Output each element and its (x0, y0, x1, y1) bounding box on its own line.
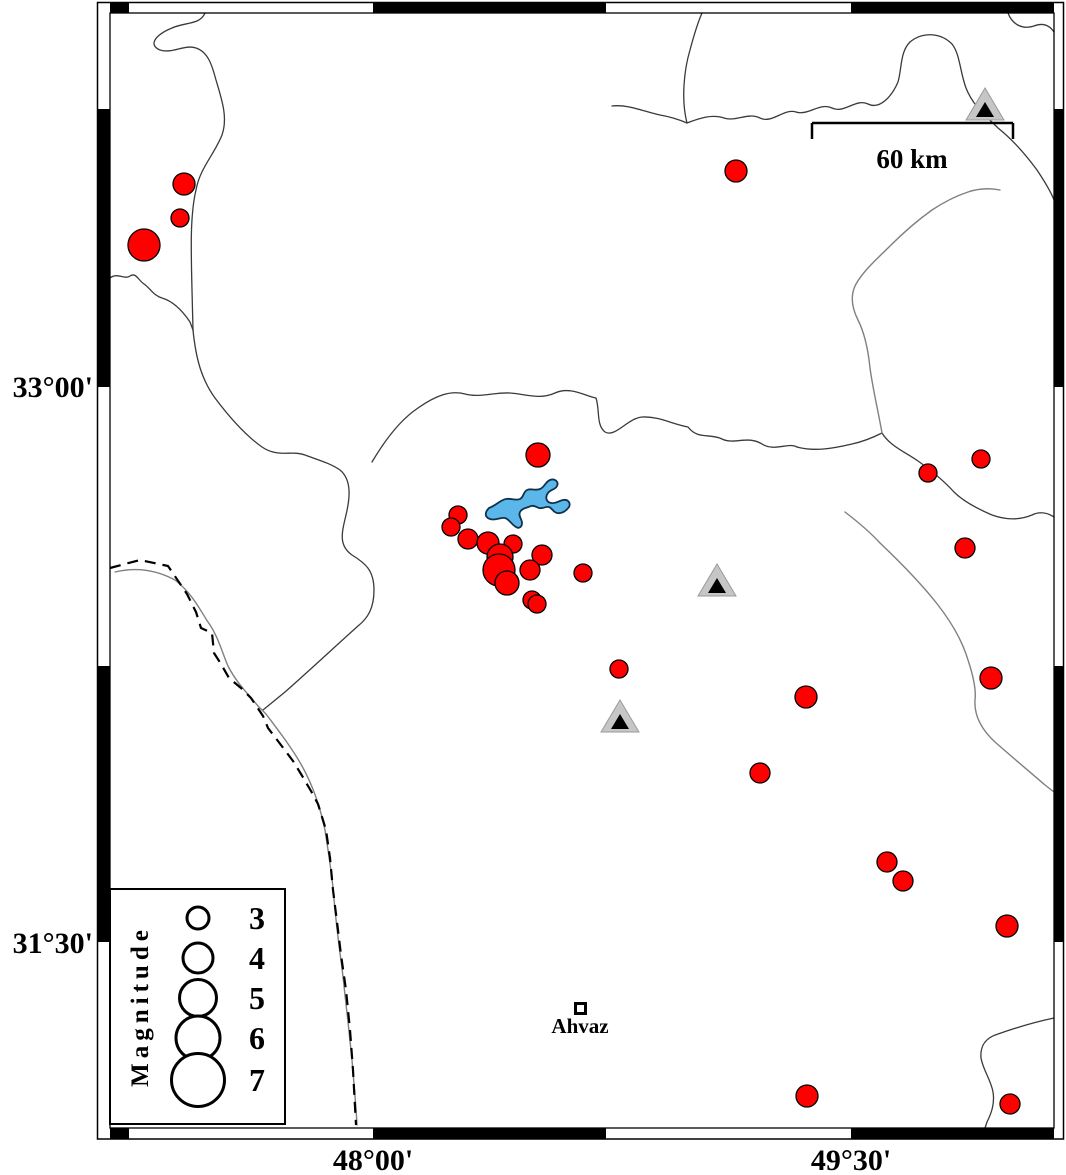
river-line (1007, 12, 1055, 33)
earthquake-marker (609, 659, 629, 679)
river-line (153, 12, 226, 331)
boundary-line (192, 329, 375, 711)
city-label: Ahvaz (551, 1014, 608, 1038)
axis-labels: 33°00' 31°30' 48°00' 49°30' (13, 371, 892, 1175)
border-line (114, 568, 358, 1126)
station-layer (600, 87, 1005, 733)
earthquake-marker (794, 685, 818, 709)
boundary-line (796, 432, 1055, 520)
city-marker-ahvaz: Ahvaz (551, 1002, 609, 1038)
legend-circle-mag4 (181, 941, 215, 975)
river-line (980, 1017, 1055, 1129)
earthquake-marker (971, 449, 991, 469)
axis-label-lon: 48°00' (333, 1144, 413, 1175)
earthquake-marker (724, 159, 748, 183)
legend-title: Magnitude (127, 925, 154, 1087)
earthquake-marker (892, 870, 914, 892)
earthquake-marker (494, 570, 520, 596)
earthquake-layer (127, 159, 1021, 1115)
legend-magnitude-label: 7 (249, 1062, 265, 1098)
earthquake-marker (749, 762, 771, 784)
axis-label-lat: 31°30' (13, 927, 93, 960)
earthquake-marker (172, 172, 196, 196)
earthquake-marker (127, 228, 161, 262)
legend-circle-mag7 (170, 1052, 226, 1108)
legend-magnitude-label: 6 (249, 1020, 265, 1056)
city-square-icon (574, 1002, 587, 1015)
station-core-icon (611, 714, 629, 729)
river-line (109, 274, 194, 331)
earthquake-marker (876, 851, 898, 873)
earthquake-marker (527, 594, 547, 614)
scale-bar: 60 km (810, 121, 1015, 174)
lake (484, 478, 571, 529)
earthquake-marker (441, 517, 461, 537)
scale-bar-line (810, 121, 1015, 139)
legend-magnitude-label: 5 (249, 980, 265, 1016)
earthquake-marker (457, 528, 479, 550)
earthquake-marker (531, 544, 553, 566)
earthquake-marker (999, 1093, 1021, 1115)
legend-magnitude-label: 4 (249, 940, 265, 976)
earthquake-marker (795, 1084, 819, 1108)
river-line (844, 511, 1055, 793)
earthquake-marker (573, 563, 593, 583)
earthquake-marker (519, 559, 541, 581)
boundary-line (371, 389, 798, 463)
earthquake-marker (170, 208, 190, 228)
earthquake-marker (525, 442, 551, 468)
station-core-icon (708, 578, 726, 593)
axis-label-lat: 33°00' (13, 371, 93, 404)
magnitude-legend: Magnitude 3 4 5 6 7 (109, 888, 286, 1125)
earthquake-marker (995, 914, 1019, 938)
earthquake-marker (979, 666, 1003, 690)
legend-circle-mag5 (178, 978, 218, 1018)
scale-bar-label: 60 km (876, 144, 948, 174)
boundary-line (851, 187, 1001, 434)
legend-magnitude-label: 3 (249, 900, 265, 936)
earthquake-marker (954, 537, 976, 559)
river-line (611, 12, 703, 124)
legend-circle-mag3 (185, 905, 211, 931)
station-core-icon (976, 102, 994, 117)
geography-layer (109, 12, 1055, 1129)
river-line (686, 34, 1055, 201)
earthquake-marker (918, 463, 938, 483)
map-frame (96, 1, 1065, 1140)
axis-label-lon: 49°30' (811, 1144, 891, 1175)
